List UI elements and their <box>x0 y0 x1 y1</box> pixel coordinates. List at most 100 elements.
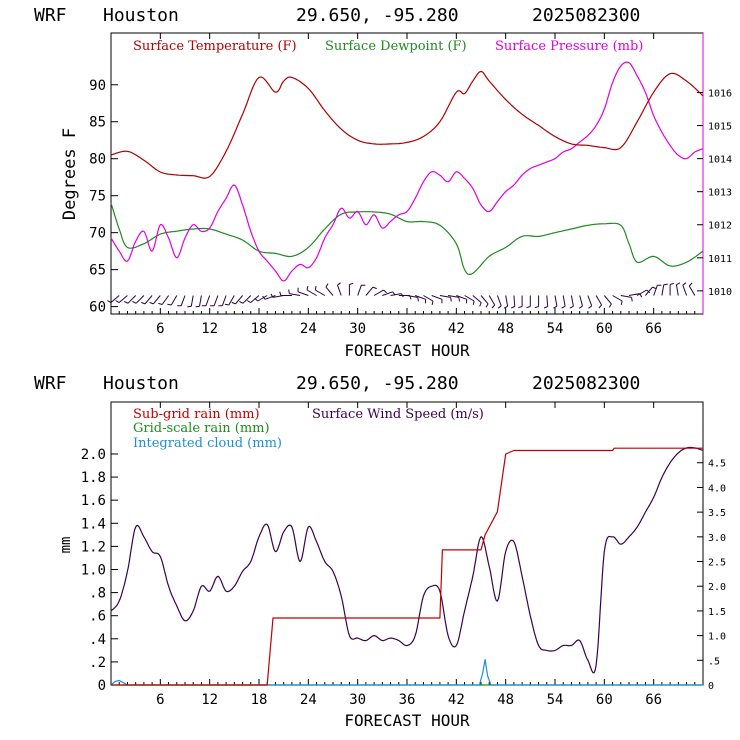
chart1-series <box>110 61 704 282</box>
wind-barb <box>464 295 475 306</box>
chart1-xtick-label: 48 <box>497 321 514 337</box>
wind-barb <box>337 282 342 296</box>
wind-barb <box>365 286 377 296</box>
wind-barb <box>472 295 482 307</box>
wind-barb <box>569 295 574 309</box>
chart1-ytick-label: 70 <box>89 226 106 242</box>
chart1-xtick-label: 36 <box>399 321 416 337</box>
chart1-ylabel: Degrees F <box>60 128 80 220</box>
wind-barb <box>661 283 668 296</box>
chart2-ticks: 6 12 18 24 30 36 42 48 54 60 66 0 .2 .4 .6 .8 1.0 1.2 1.4 1… <box>81 402 726 708</box>
header-coords: 29.650, -95.280 <box>296 373 459 394</box>
wind-barb <box>518 295 523 309</box>
chart1-y2tick-label: 1014 <box>708 155 732 166</box>
header-init: 2025082300 <box>532 373 640 394</box>
wind-barb <box>167 295 178 306</box>
pressure-line <box>110 61 704 282</box>
legend-integrated-cloud: Integrated cloud (mm) <box>133 436 282 451</box>
chart1-y2tick-label: 1016 <box>708 89 732 100</box>
chart1-xtick-label: 66 <box>645 321 662 337</box>
wind-barb <box>357 284 366 296</box>
wind-barb <box>480 295 489 308</box>
header-location: Houston <box>103 373 179 394</box>
chart2-ytick-label: 1.8 <box>81 470 106 486</box>
wind-speed-line <box>110 446 704 674</box>
wind-barb <box>431 295 443 304</box>
chart1-header: WRF Houston 29.650, -95.280 2025082300 <box>34 5 640 26</box>
chart2-y2tick-label: 4.0 <box>708 483 726 494</box>
wind-barb <box>262 295 276 300</box>
chart2-y2tick-label: 2.0 <box>708 582 726 593</box>
header-model: WRF <box>34 5 67 26</box>
wind-barb <box>406 295 419 302</box>
chart1-ytick-label: 85 <box>89 115 106 131</box>
subgrid-rain-line <box>111 447 703 686</box>
header-model: WRF <box>34 373 67 394</box>
wind-barb <box>348 282 354 296</box>
chart1-xtick-label: 12 <box>201 321 218 337</box>
wind-barb <box>488 295 496 309</box>
wind-barb <box>543 295 549 309</box>
chart2-xtick-label: 48 <box>497 692 514 708</box>
legend-grid-rain: Grid-scale rain (mm) <box>133 421 270 436</box>
wind-barb <box>187 295 194 308</box>
wind-barb <box>448 295 460 302</box>
wind-barb <box>297 287 309 296</box>
wind-barb <box>325 283 334 296</box>
wind-barb <box>415 295 427 304</box>
wind-barb <box>254 295 268 302</box>
wind-barb <box>373 289 387 296</box>
wind-barb <box>561 295 566 309</box>
wind-barb <box>675 282 681 296</box>
chart2-xtick-label: 12 <box>201 692 218 708</box>
chart2-ytick-label: .6 <box>89 609 106 625</box>
chart2-y2tick-label: 2.5 <box>708 558 726 569</box>
legend-subgrid-rain: Sub-grid rain (mm) <box>133 407 260 422</box>
cloud-line <box>110 658 703 686</box>
wind-barb <box>439 295 452 302</box>
chart2-ytick-label: 2.0 <box>81 447 106 463</box>
wind-barb <box>636 289 651 296</box>
wind-barb <box>669 282 675 296</box>
wind-barb <box>246 295 260 304</box>
wind-barb <box>456 295 468 304</box>
chart1-wind-barbs <box>107 282 696 309</box>
chart2-y2tick-label: .5 <box>708 656 720 667</box>
wind-barb <box>688 282 696 296</box>
wind-barb <box>107 295 120 304</box>
legend-temperature: Surface Temperature (F) <box>133 39 297 54</box>
wind-barb <box>496 295 502 309</box>
wind-barb <box>210 295 219 307</box>
chart2-xtick-label: 36 <box>399 692 416 708</box>
chart2-ytick-label: 0 <box>98 678 106 694</box>
chart2-y2tick-label: 1.0 <box>708 632 726 643</box>
temperature-line <box>110 70 704 179</box>
chart1-ytick-label: 80 <box>89 152 106 168</box>
wind-barb <box>511 295 516 309</box>
chart1-ytick-label: 65 <box>89 263 106 279</box>
chart2-ytick-label: .4 <box>89 632 106 648</box>
wind-barb <box>645 286 657 296</box>
wind-barb <box>314 285 326 296</box>
wind-barb <box>218 295 227 307</box>
chart2-xtick-label: 66 <box>645 692 662 708</box>
chart2-ytick-label: .8 <box>89 586 106 602</box>
chart1-y2tick-label: 1012 <box>708 221 732 232</box>
legend-dewpoint: Surface Dewpoint (F) <box>325 39 467 54</box>
wind-barb <box>141 295 153 305</box>
chart2-series <box>110 446 704 686</box>
wind-barb <box>423 295 434 306</box>
wind-barb <box>158 295 170 305</box>
chart2-y2tick-label: 0 <box>708 681 714 692</box>
chart1-y2tick-label: 1011 <box>708 254 732 265</box>
chart2-xtick-label: 24 <box>300 692 317 708</box>
wind-barb <box>239 295 252 304</box>
chart2-xlabel: FORECAST HOUR <box>344 711 470 730</box>
chart2-ytick-label: 1.6 <box>81 493 106 509</box>
header-coords: 29.650, -95.280 <box>296 5 459 26</box>
chart2-legend: Sub-grid rain (mm) Grid-scale rain (mm) … <box>133 407 484 451</box>
chart2-y2tick-label: 3.5 <box>708 508 726 519</box>
chart2-y2tick-label: 1.5 <box>708 607 726 618</box>
chart1-legend: Surface Temperature (F) Surface Dewpoint… <box>133 39 643 54</box>
wind-barb <box>201 295 211 307</box>
